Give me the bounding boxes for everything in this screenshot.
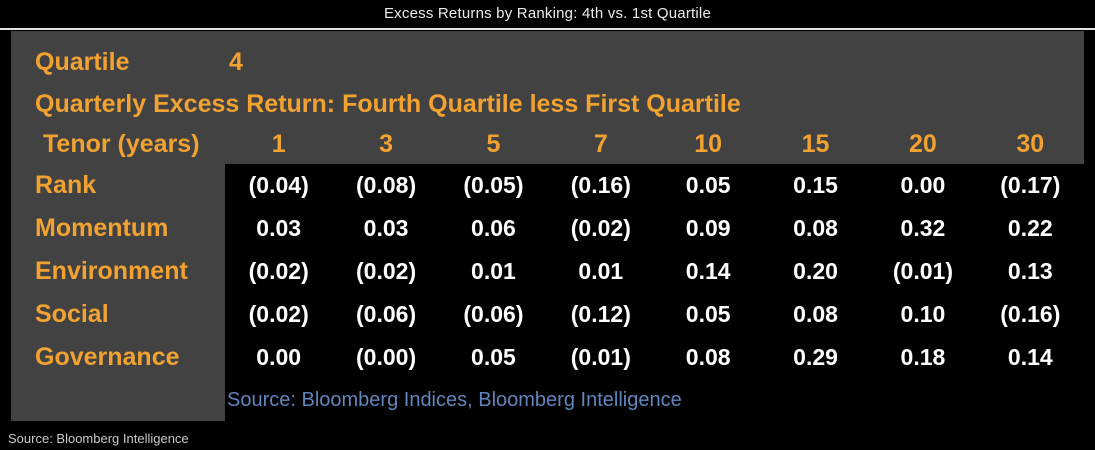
- tenor-column-header: 5: [486, 130, 501, 158]
- value-cell: 0.01: [578, 258, 624, 284]
- value-cell: 0.06: [471, 215, 516, 241]
- value-cell: 0.03: [363, 215, 409, 241]
- value-cell: (0.01): [892, 258, 953, 284]
- value-cell: 0.10: [900, 301, 946, 327]
- quartile-label: Quartile: [35, 48, 130, 76]
- value-cell: 0.18: [900, 344, 946, 370]
- inner-source-caption: Source: Bloomberg Indices, Bloomberg Int…: [227, 389, 682, 411]
- value-cell: 0.29: [793, 344, 838, 370]
- value-cell: 0.03: [256, 215, 302, 241]
- value-cell: 0.14: [685, 258, 731, 284]
- footer-source-caption: Source: Bloomberg Intelligence: [8, 431, 189, 446]
- value-cell: 0.01: [471, 258, 516, 284]
- tenor-row-label: Tenor (years): [43, 130, 200, 158]
- value-cell: (0.06): [356, 301, 417, 327]
- tenor-column-header: 15: [801, 130, 830, 158]
- value-cell: 0.08: [685, 344, 731, 370]
- row-label-rank: Rank: [35, 171, 97, 199]
- value-cell: 0.20: [793, 258, 838, 284]
- returns-panel: Quartile 4 Quarterly Excess Return: Four…: [11, 31, 1084, 421]
- value-cell: (0.02): [356, 258, 417, 284]
- value-cell: (0.06): [463, 301, 524, 327]
- value-cell: (0.17): [1000, 172, 1061, 198]
- row-label-social: Social: [35, 300, 109, 328]
- tenor-column-header: 20: [909, 130, 937, 158]
- value-cell: 0.08: [793, 301, 838, 327]
- quartile-value: 4: [229, 48, 243, 76]
- title-divider: [0, 28, 1095, 30]
- value-cell: (0.02): [248, 301, 309, 327]
- panel-subtitle: Quarterly Excess Return: Fourth Quartile…: [35, 90, 741, 118]
- value-cell: 0.15: [793, 172, 838, 198]
- row-label-momentum: Momentum: [35, 214, 169, 242]
- tenor-column-header: 3: [379, 130, 394, 158]
- value-cell: (0.00): [356, 344, 417, 370]
- row-label-environment: Environment: [35, 257, 188, 285]
- value-cell: (0.05): [463, 172, 524, 198]
- value-cell: (0.16): [1000, 301, 1061, 327]
- value-cell: 0.09: [685, 215, 731, 241]
- value-cell: 0.22: [1007, 215, 1053, 241]
- value-cell: 0.14: [1007, 344, 1053, 370]
- value-cell: 0.13: [1007, 258, 1053, 284]
- value-cell: 0.00: [900, 172, 946, 198]
- value-cell: (0.04): [248, 172, 309, 198]
- tenor-column-header: 7: [593, 130, 608, 158]
- tenor-column-header: 30: [1016, 130, 1045, 158]
- row-label-governance: Governance: [35, 343, 180, 371]
- tenor-column-header: 1: [271, 130, 286, 158]
- value-cell: 0.05: [471, 344, 516, 370]
- value-cell: (0.01): [570, 344, 631, 370]
- value-cell: 0.05: [685, 301, 731, 327]
- value-cell: (0.08): [356, 172, 417, 198]
- returns-table: Tenor (years) 1 3 5 7 10 15 20 30 Rank (0.04) (0.08…: [11, 125, 1084, 379]
- tenor-column-header: 10: [694, 130, 723, 158]
- value-cell: (0.12): [570, 301, 631, 327]
- page-title: Excess Returns by Ranking: 4th vs. 1st Q…: [383, 5, 712, 22]
- data-area-background: [225, 164, 1084, 421]
- value-cell: 0.32: [900, 215, 946, 241]
- value-cell: (0.02): [570, 215, 631, 241]
- value-cell: 0.05: [685, 172, 731, 198]
- value-cell: (0.02): [248, 258, 309, 284]
- value-cell: 0.08: [793, 215, 838, 241]
- value-cell: 0.00: [256, 344, 302, 370]
- value-cell: (0.16): [570, 172, 631, 198]
